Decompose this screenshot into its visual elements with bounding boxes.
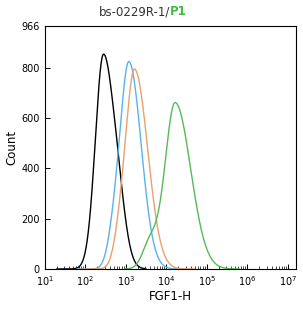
X-axis label: FGF1-H: FGF1-H xyxy=(149,290,192,303)
Text: P1: P1 xyxy=(170,5,187,19)
Text: bs-0229R-1/: bs-0229R-1/ xyxy=(99,5,170,19)
Y-axis label: Count: Count xyxy=(5,130,18,165)
